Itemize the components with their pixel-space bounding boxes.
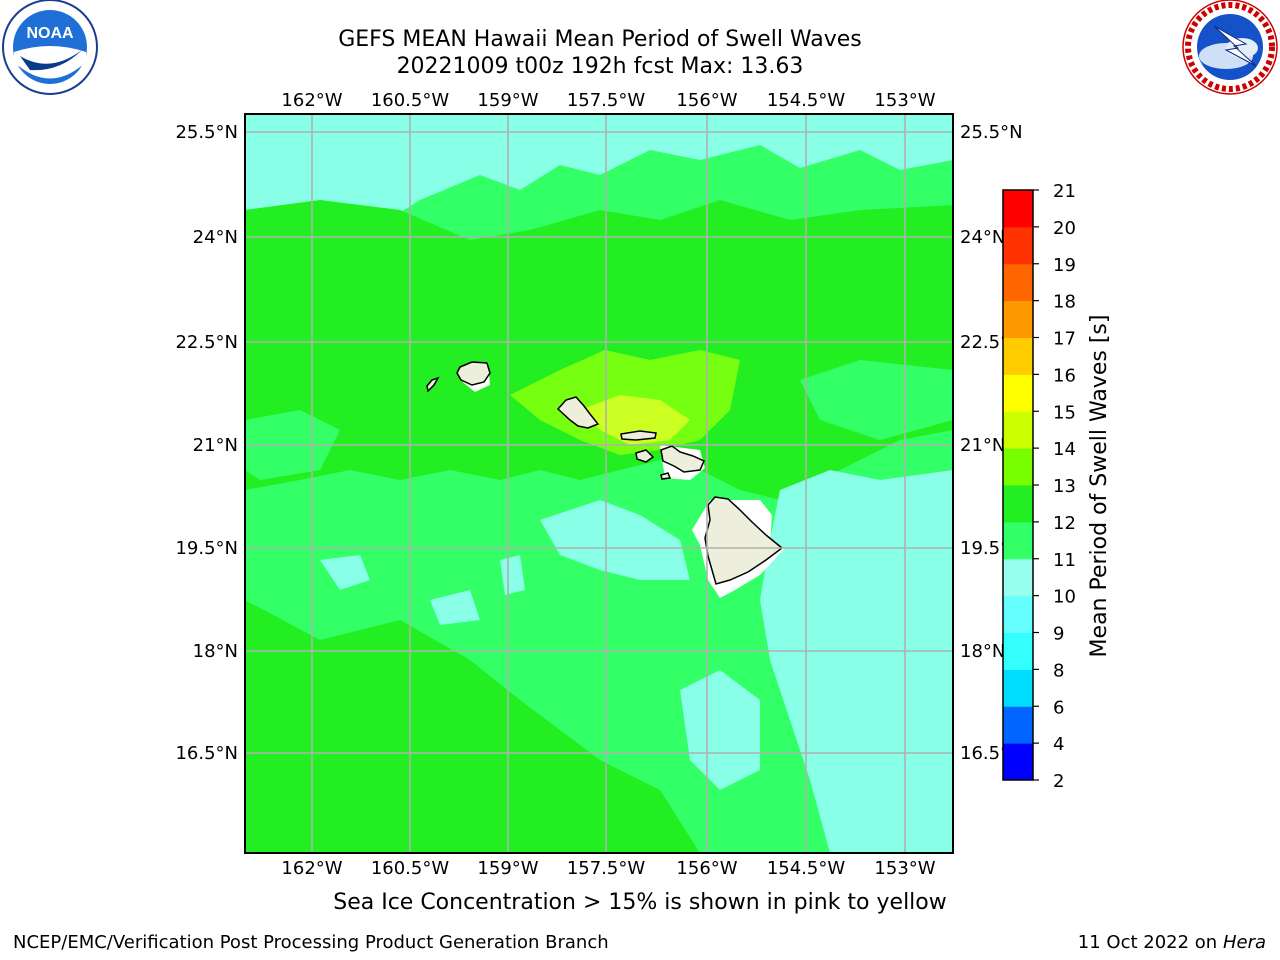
chart-subtitle-run-info: 20221009 t00z 192h fcst Max: 13.63 <box>396 54 804 79</box>
colorbar-swatch <box>1003 411 1033 449</box>
contour-fill-10-11-pocket-east <box>800 360 953 440</box>
noaa-logo: NOAA <box>2 0 98 95</box>
map-frame <box>244 113 954 854</box>
graticule <box>245 114 953 853</box>
lat-tick-label: 21°N <box>193 435 238 456</box>
colorbar-tick-label: 16 <box>1053 365 1076 386</box>
lanai-island <box>635 449 655 463</box>
contour-fill-13-14 <box>580 395 690 445</box>
lon-tick-label: 153°W <box>874 90 935 111</box>
lon-tick-label: 160.5°W <box>371 858 450 879</box>
colorbar-swatch <box>1003 669 1033 707</box>
colorbar-tick-label: 4 <box>1053 734 1064 755</box>
contour-fill-9-10-north <box>245 114 953 310</box>
colorbar-tick-label: 6 <box>1053 697 1064 718</box>
oahu-island <box>556 396 600 429</box>
axis-labels: 162°W 162°W 160.5°W 160.5°W 159°W 159°W 157.5°… <box>175 90 1022 879</box>
colorbar-swatch <box>1003 743 1033 781</box>
colorbar-tick-label: 8 <box>1053 660 1064 681</box>
nws-logo <box>1182 0 1278 95</box>
niihau-island <box>426 376 440 393</box>
lat-tick-label-right: 25.5°N <box>960 122 1023 143</box>
lat-tick-label: 24°N <box>193 227 238 248</box>
colorbar-tick-label: 10 <box>1053 587 1076 608</box>
colorbar-tick-label: 21 <box>1053 181 1076 202</box>
colorbar-tick-label: 2 <box>1053 771 1064 792</box>
islands <box>426 361 784 585</box>
lat-tick-label: 18°N <box>193 641 238 662</box>
lon-tick-label: 154.5°W <box>767 90 846 111</box>
lat-tick-label: 19.5°N <box>175 538 238 559</box>
colorbar-tick-label: 17 <box>1053 329 1076 350</box>
footer-date: 11 Oct 2022 on Hera <box>1078 932 1266 953</box>
contour-fill-11-12-central <box>245 200 953 500</box>
colorbar-tick-label: 11 <box>1053 550 1076 571</box>
kauai-island <box>456 361 491 386</box>
lon-tick-label: 153°W <box>874 858 935 879</box>
lat-tick-label-right: 18°N <box>960 641 1005 662</box>
colorbar-swatch <box>1003 226 1033 265</box>
colorbar-tick-label: 19 <box>1053 255 1076 276</box>
colorbar-swatch <box>1003 337 1033 375</box>
colorbar-label: Mean Period of Swell Waves [s] <box>1087 315 1112 658</box>
lat-tick-label: 25.5°N <box>175 122 238 143</box>
footer-date-text: 11 Oct 2022 on <box>1077 932 1223 953</box>
colorbar-swatch <box>1003 448 1033 486</box>
colorbar: 2 4 6 8 9 10 11 12 13 14 15 16 17 18 19 20 21 <box>1002 181 1076 792</box>
colorbar-tick-label: 13 <box>1053 476 1076 497</box>
colorbar-tick-label: 9 <box>1053 624 1064 645</box>
lon-tick-label: 157.5°W <box>567 858 646 879</box>
contour-fill-11-12-south <box>245 600 700 853</box>
lon-tick-label: 157.5°W <box>567 90 646 111</box>
colorbar-tick-label: 15 <box>1053 402 1076 423</box>
contour-fill-9-10-south-central <box>540 500 690 580</box>
colorbar-tick-label: 18 <box>1053 292 1076 313</box>
colorbar-swatch <box>1003 595 1033 633</box>
lat-tick-label: 22.5°N <box>175 332 238 353</box>
colorbar-swatch <box>1003 632 1033 670</box>
noaa-gull-icon <box>14 46 86 79</box>
noaa-logo-text: NOAA <box>26 25 74 42</box>
maui-island <box>660 445 705 473</box>
contour-fill-9-10-patch-c <box>500 555 525 595</box>
contour-fill-9-10-patch-b <box>430 590 480 625</box>
colorbar-swatch <box>1003 190 1033 228</box>
colorbar-swatch <box>1003 521 1033 560</box>
footer-credit: NCEP/EMC/Verification Post Processing Pr… <box>13 932 609 953</box>
colorbar-tick-label: 14 <box>1053 439 1076 460</box>
lightning-icon <box>1213 25 1257 67</box>
colorbar-swatch <box>1003 706 1033 744</box>
colorbar-swatch <box>1003 374 1033 412</box>
lat-tick-label-right: 21°N <box>960 435 1005 456</box>
colorbar-swatch <box>1003 263 1033 302</box>
colorbar-swatch <box>1003 558 1033 597</box>
colorbar-tick-label: 12 <box>1053 513 1076 534</box>
lon-tick-label: 162°W <box>281 858 342 879</box>
sea-ice-note: Sea Ice Concentration > 15% is shown in … <box>333 890 947 915</box>
lat-tick-label-right: 24°N <box>960 227 1005 248</box>
lon-tick-label: 154.5°W <box>767 858 846 879</box>
lon-tick-label: 156°W <box>676 858 737 879</box>
lon-tick-label: 156°W <box>676 90 737 111</box>
colorbar-swatch <box>1003 300 1033 338</box>
lon-tick-label: 159°W <box>477 90 538 111</box>
molokai-island <box>620 430 657 441</box>
lon-tick-label: 162°W <box>281 90 342 111</box>
chart-title: GEFS MEAN Hawaii Mean Period of Swell Wa… <box>338 27 862 52</box>
contour-fill-9-10-south <box>680 670 760 790</box>
lon-tick-label: 159°W <box>477 858 538 879</box>
lon-tick-label: 160.5°W <box>371 90 450 111</box>
kahoolawe-island <box>660 472 672 480</box>
colorbar-swatch <box>1003 485 1033 523</box>
swell-period-field <box>245 114 953 853</box>
footer-machine-name: Hera <box>1222 932 1266 953</box>
contour-fill-9-10-patch-a <box>320 555 370 590</box>
colorbar-tick-label: 20 <box>1053 218 1076 239</box>
lat-tick-label: 16.5°N <box>175 743 238 764</box>
